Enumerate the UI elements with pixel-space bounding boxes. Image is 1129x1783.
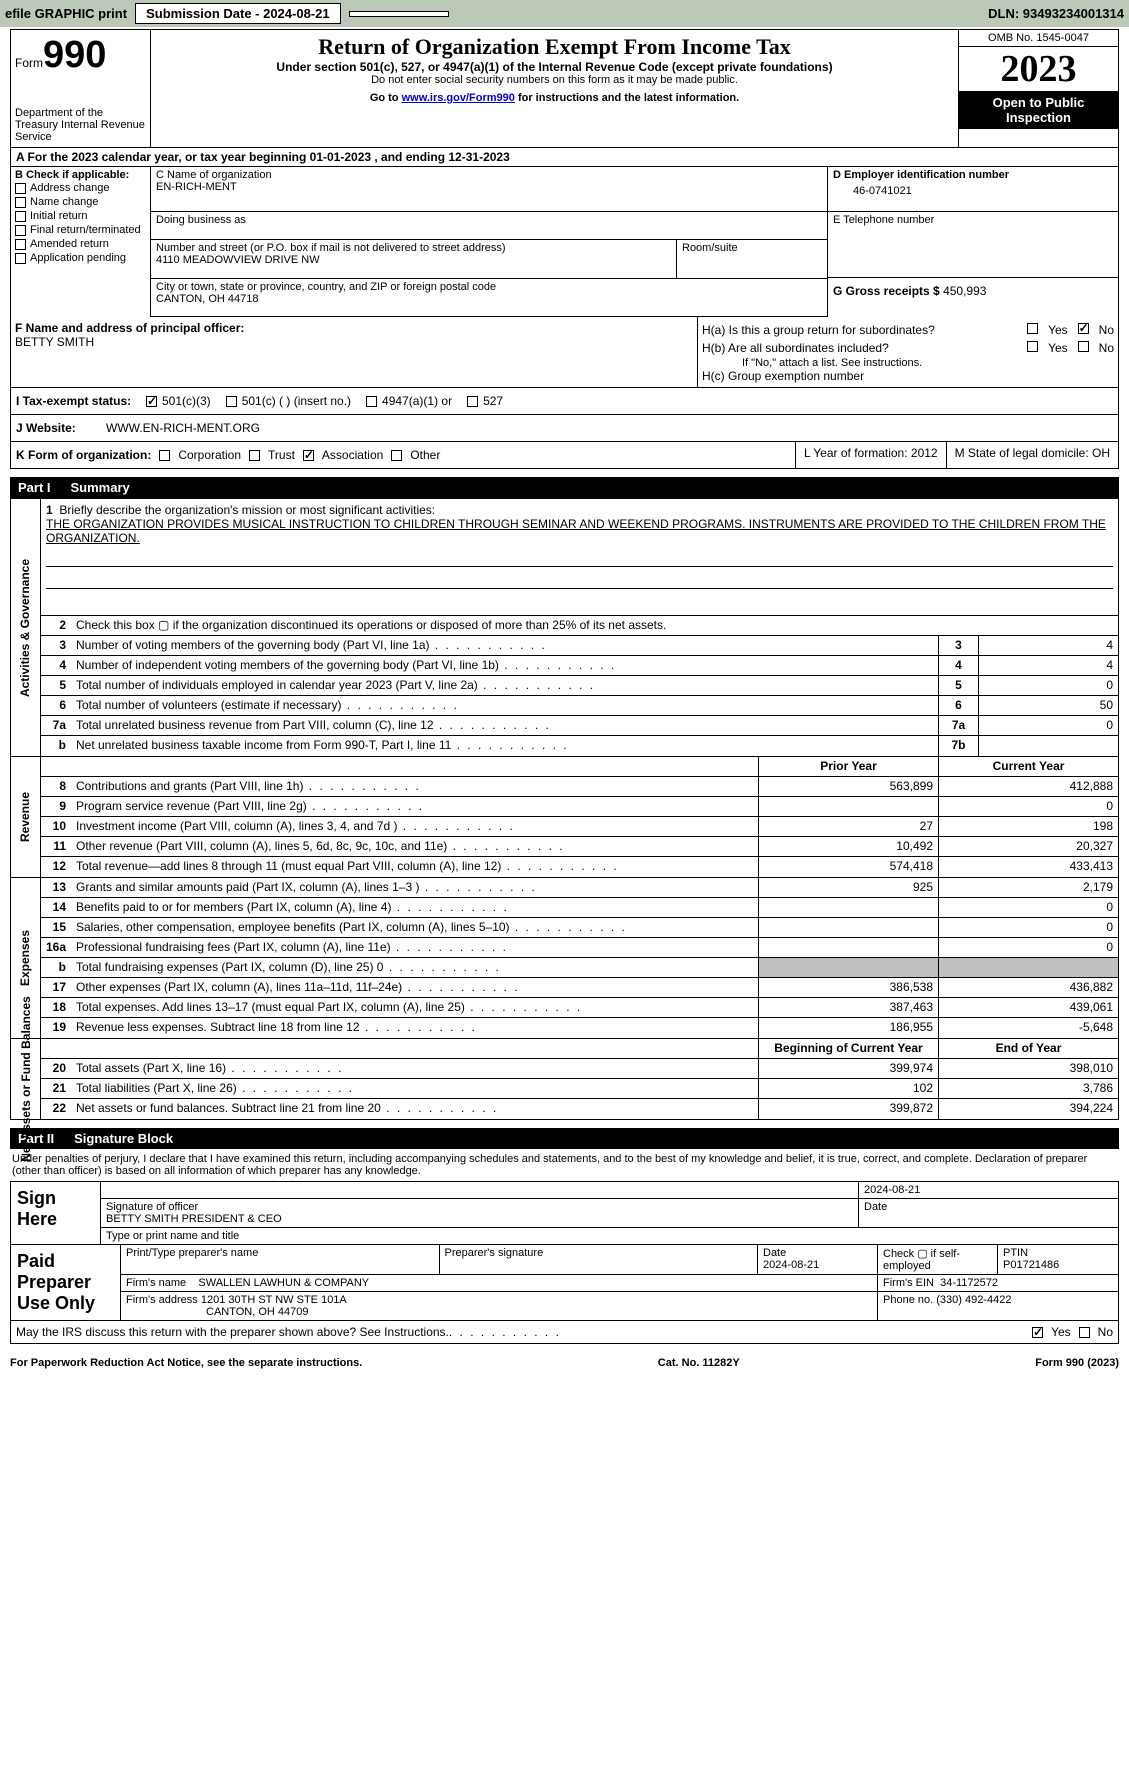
row-a: A For the 2023 calendar year, or tax yea… (10, 148, 1119, 167)
ha-label: H(a) Is this a group return for subordin… (702, 323, 1017, 337)
cb-initial[interactable] (15, 211, 26, 222)
print-prep-label: Print/Type preparer's name (121, 1245, 440, 1274)
city-label: City or town, state or province, country… (156, 281, 822, 293)
ein: 46-0741021 (833, 181, 1113, 197)
cb-other[interactable] (391, 450, 402, 461)
cb-discuss-no[interactable] (1079, 1327, 1090, 1338)
tax-year: 2023 (959, 47, 1118, 91)
officer-name: BETTY SMITH (15, 335, 693, 349)
sign-here-label: Sign Here (11, 1182, 101, 1244)
check-self: Check ▢ if self-employed (878, 1245, 998, 1274)
website: WWW.EN-RICH-MENT.ORG (106, 421, 260, 435)
irs-link[interactable]: www.irs.gov/Form990 (402, 92, 515, 104)
side-expenses: Expenses (19, 930, 33, 986)
date-label: Date (859, 1199, 1118, 1227)
cb-pending[interactable] (15, 253, 26, 264)
gross: 450,993 (943, 284, 986, 298)
year-formation: L Year of formation: 2012 (795, 442, 946, 468)
cb-amended[interactable] (15, 239, 26, 250)
part1-header: Part I Summary (10, 477, 1119, 498)
c-name: EN-RICH-MENT (156, 181, 822, 193)
part2-header: Part II Signature Block (10, 1128, 1119, 1149)
cb-hb-yes[interactable] (1027, 341, 1038, 352)
sign-date: 2024-08-21 (859, 1182, 1118, 1198)
mission-text: THE ORGANIZATION PROVIDES MUSICAL INSTRU… (46, 517, 1113, 545)
cb-501c3[interactable] (146, 396, 157, 407)
inspection-label: Open to Public Inspection (959, 91, 1118, 129)
cb-501c[interactable] (226, 396, 237, 407)
k-label: K Form of organization: (16, 448, 151, 462)
cb-assoc[interactable] (303, 450, 314, 461)
hb-note: If "No," attach a list. See instructions… (702, 357, 1114, 369)
cat-no: Cat. No. 11282Y (658, 1357, 740, 1369)
side-revenue: Revenue (19, 792, 33, 842)
cb-ha-yes[interactable] (1027, 323, 1038, 334)
blank-btn (349, 11, 449, 17)
sig-officer-label: Signature of officer (106, 1201, 853, 1213)
i-label: I Tax-exempt status: (16, 394, 146, 408)
cb-address[interactable] (15, 183, 26, 194)
part1-num: Part I (18, 480, 51, 495)
dln: DLN: 93493234001314 (988, 6, 1124, 21)
f-label: F Name and address of principal officer: (15, 321, 693, 335)
sig-declaration: Under penalties of perjury, I declare th… (10, 1149, 1119, 1181)
gross-label: G Gross receipts $ (833, 284, 940, 298)
form-footer: Form 990 (2023) (1035, 1357, 1119, 1369)
part2-title: Signature Block (74, 1131, 173, 1146)
type-print-label: Type or print name and title (101, 1228, 1118, 1244)
hb-label: H(b) Are all subordinates included? (702, 341, 1017, 355)
tel-label: E Telephone number (833, 214, 1113, 226)
addr: 4110 MEADOWVIEW DRIVE NW (156, 254, 671, 266)
omb-number: OMB No. 1545-0047 (959, 30, 1118, 47)
form-header: Form990 Department of the Treasury Inter… (10, 29, 1119, 148)
discuss-q: May the IRS discuss this return with the… (16, 1325, 449, 1339)
paperwork-notice: For Paperwork Reduction Act Notice, see … (10, 1357, 362, 1369)
dba-label: Doing business as (151, 212, 827, 240)
cb-final[interactable] (15, 225, 26, 236)
j-label: J Website: (16, 421, 106, 435)
topbar: efile GRAPHIC print Submission Date - 20… (0, 0, 1129, 27)
cb-trust[interactable] (249, 450, 260, 461)
part1-title: Summary (71, 480, 130, 495)
current-hdr: Current Year (938, 757, 1118, 776)
section-b: B Check if applicable: Address change Na… (10, 167, 1119, 317)
form-note1: Do not enter social security numbers on … (155, 74, 954, 86)
form-number: 990 (43, 34, 106, 77)
cb-name[interactable] (15, 197, 26, 208)
city: CANTON, OH 44718 (156, 293, 822, 305)
efile-label: efile GRAPHIC print (5, 6, 127, 21)
form-subtitle: Under section 501(c), 527, or 4947(a)(1)… (155, 60, 954, 74)
side-governance: Activities & Governance (19, 558, 33, 696)
b-label: B Check if applicable: (15, 169, 146, 181)
room-label: Room/suite (677, 240, 827, 278)
c-name-label: C Name of organization (156, 169, 822, 181)
prep-sig-label: Preparer's signature (440, 1245, 759, 1274)
mission-q: Briefly describe the organization's miss… (59, 503, 435, 517)
form-title: Return of Organization Exempt From Incom… (155, 34, 954, 60)
cb-corp[interactable] (159, 450, 170, 461)
dept-label: Department of the Treasury Internal Reve… (15, 107, 146, 143)
cb-4947[interactable] (366, 396, 377, 407)
state-domicile: M State of legal domicile: OH (946, 442, 1118, 468)
sig-officer-name: BETTY SMITH PRESIDENT & CEO (106, 1213, 853, 1225)
end-hdr: End of Year (938, 1039, 1118, 1058)
cb-hb-no[interactable] (1078, 341, 1089, 352)
cb-527[interactable] (467, 396, 478, 407)
submission-btn[interactable]: Submission Date - 2024-08-21 (135, 3, 341, 24)
side-netassets: Net Assets or Fund Balances (19, 996, 33, 1162)
begin-hdr: Beginning of Current Year (758, 1039, 938, 1058)
addr-label: Number and street (or P.O. box if mail i… (156, 242, 671, 254)
prior-hdr: Prior Year (758, 757, 938, 776)
cb-discuss-yes[interactable] (1032, 1327, 1043, 1338)
cb-ha-no[interactable] (1078, 323, 1089, 334)
ein-label: D Employer identification number (833, 169, 1113, 181)
paid-prep-label: Paid Preparer Use Only (11, 1245, 121, 1320)
hc-label: H(c) Group exemption number (702, 369, 1114, 383)
form-prefix: Form (15, 56, 43, 70)
form-note2: Go to www.irs.gov/Form990 for instructio… (155, 92, 954, 104)
